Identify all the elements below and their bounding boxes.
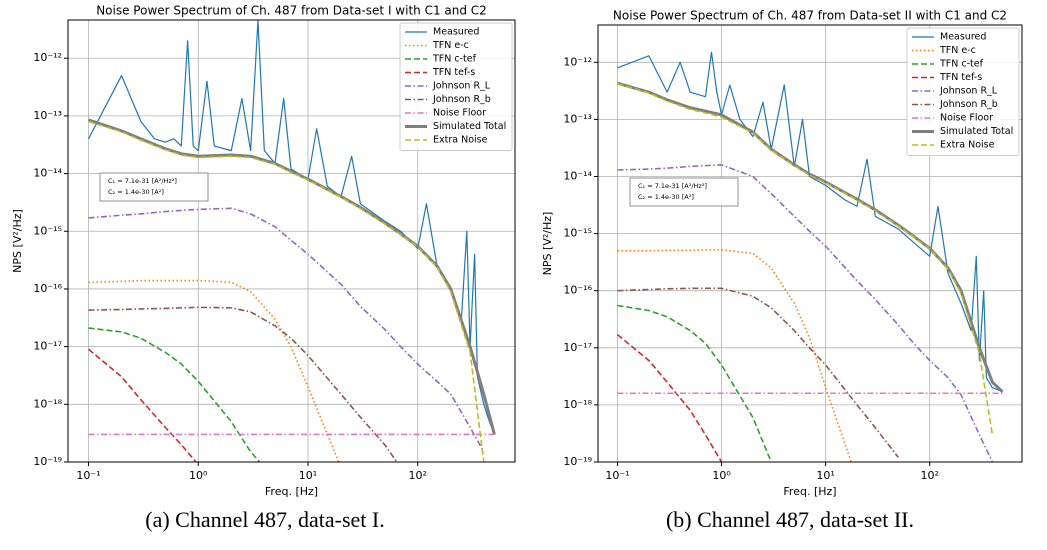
y-tick-label: 10⁻¹³ bbox=[33, 109, 62, 122]
chart-title: Noise Power Spectrum of Ch. 487 from Dat… bbox=[96, 4, 487, 18]
y-axis-label: NPS [V²/Hz] bbox=[541, 212, 554, 276]
y-tick-label: 10⁻¹⁴ bbox=[563, 169, 592, 182]
legend-label: Johnson R_L bbox=[432, 81, 491, 92]
series-line bbox=[617, 83, 994, 435]
annotation: C₂ = 1.4e-30 [A²] bbox=[108, 188, 164, 196]
legend-label: Noise Floor bbox=[433, 108, 486, 119]
x-tick-label: 10⁻¹ bbox=[76, 469, 100, 482]
x-tick-label: 10² bbox=[409, 469, 427, 482]
y-tick-label: 10⁻¹⁹ bbox=[33, 455, 62, 468]
legend-label: Extra Noise bbox=[940, 140, 995, 151]
caption: (b) Channel 487, data-set II. bbox=[666, 507, 914, 532]
y-tick-label: 10⁻¹⁵ bbox=[33, 224, 62, 237]
series-line bbox=[616, 334, 723, 462]
y-tick-label: 10⁻¹² bbox=[33, 51, 62, 64]
legend-label: Johnson R_b bbox=[432, 94, 491, 105]
x-axis-label: Freq. [Hz] bbox=[265, 485, 318, 498]
y-tick-label: 10⁻¹² bbox=[563, 55, 592, 68]
y-tick-label: 10⁻¹⁶ bbox=[33, 282, 62, 295]
legend-label: Measured bbox=[433, 27, 479, 38]
plot-area bbox=[616, 51, 1004, 462]
y-tick-label: 10⁻¹⁶ bbox=[563, 284, 592, 297]
y-tick-label: 10⁻¹⁸ bbox=[33, 397, 62, 410]
legend-label: Johnson R_b bbox=[939, 99, 998, 110]
annotation: C₁ = 7.1e-31 [A²/Hz²] bbox=[108, 177, 177, 185]
annotation: C₁ = 7.1e-31 [A²/Hz²] bbox=[638, 182, 707, 190]
y-tick-label: 10⁻¹⁹ bbox=[563, 455, 592, 468]
series-line bbox=[617, 164, 994, 462]
legend-label: Measured bbox=[940, 32, 986, 43]
y-tick-label: 10⁻¹⁵ bbox=[563, 227, 592, 240]
legend-label: Johnson R_L bbox=[939, 86, 998, 97]
annotation-box bbox=[629, 177, 739, 207]
plot-frame bbox=[67, 19, 516, 463]
legend-label: Simulated Total bbox=[940, 126, 1013, 137]
annotation-box bbox=[99, 172, 209, 202]
series-line bbox=[88, 120, 485, 462]
chart: 10⁻¹ 10⁰ 10¹ 10² 10⁻¹⁹ 10⁻¹⁸ 10⁻¹⁷ 10⁻¹⁶ 10⁻¹⁵ 10… bbox=[11, 4, 516, 532]
series-line bbox=[617, 287, 900, 458]
legend-label: Noise Floor bbox=[940, 113, 993, 124]
legend-label: TFN e-c bbox=[432, 40, 469, 51]
series-line bbox=[88, 327, 261, 462]
series-line bbox=[617, 304, 772, 462]
x-tick-label: 10⁰ bbox=[712, 469, 731, 482]
series-line bbox=[88, 207, 485, 453]
series-line bbox=[88, 306, 398, 462]
series-line bbox=[88, 348, 198, 462]
series-line bbox=[617, 249, 852, 462]
legend-box bbox=[906, 27, 1020, 156]
plot-frame bbox=[597, 24, 1023, 463]
series-line bbox=[88, 279, 340, 462]
y-tick-label: 10⁻¹⁷ bbox=[33, 340, 62, 353]
x-tick-label: 10² bbox=[921, 469, 939, 482]
legend-label: TFN e-c bbox=[939, 45, 976, 56]
series-line bbox=[617, 81, 1004, 393]
annotation: C₂ = 1.4e-30 [A²] bbox=[638, 193, 694, 201]
plot-area bbox=[87, 20, 496, 462]
x-axis-label: Freq. [Hz] bbox=[783, 485, 836, 498]
legend-label: TFN c-tef bbox=[432, 54, 477, 65]
series-line bbox=[88, 118, 496, 435]
x-tick-label: 10¹ bbox=[816, 469, 834, 482]
chart: 10⁻¹ 10⁰ 10¹ 10² 10⁻¹⁹ 10⁻¹⁸ 10⁻¹⁷ 10⁻¹⁶ 10⁻¹⁵ 10… bbox=[541, 9, 1023, 532]
x-tick-label: 10¹ bbox=[299, 469, 317, 482]
legend-label: TFN tef-s bbox=[939, 72, 982, 83]
y-tick-label: 10⁻¹³ bbox=[563, 112, 592, 125]
legend-label: Extra Noise bbox=[433, 135, 488, 146]
series-line bbox=[617, 51, 1003, 393]
legend-label: TFN tef-s bbox=[432, 67, 475, 78]
x-tick-label: 10⁰ bbox=[189, 469, 208, 482]
legend-box bbox=[399, 22, 513, 151]
y-tick-label: 10⁻¹⁴ bbox=[33, 167, 62, 180]
y-tick-label: 10⁻¹⁷ bbox=[563, 341, 592, 354]
y-axis-label: NPS [V²/Hz] bbox=[11, 209, 24, 273]
caption: (a) Channel 487, data-set I. bbox=[145, 507, 384, 532]
x-tick-label: 10⁻¹ bbox=[605, 469, 629, 482]
legend-label: Simulated Total bbox=[433, 121, 506, 132]
legend-label: TFN c-tef bbox=[939, 59, 984, 70]
chart-title: Noise Power Spectrum of Ch. 487 from Dat… bbox=[613, 9, 1007, 23]
y-tick-label: 10⁻¹⁸ bbox=[563, 398, 592, 411]
